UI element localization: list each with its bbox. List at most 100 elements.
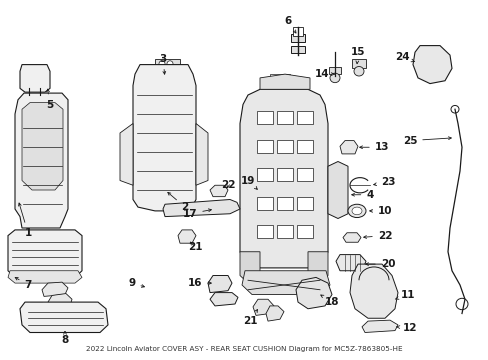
Polygon shape — [20, 302, 108, 333]
Text: 14: 14 — [314, 69, 334, 79]
Polygon shape — [209, 185, 227, 197]
Bar — [276, 140, 292, 153]
Polygon shape — [295, 278, 331, 309]
Bar — [290, 34, 305, 42]
Bar — [257, 225, 272, 238]
Polygon shape — [240, 252, 260, 285]
Polygon shape — [209, 293, 238, 306]
Text: 18: 18 — [320, 295, 339, 307]
Ellipse shape — [347, 204, 365, 217]
Circle shape — [329, 73, 339, 83]
Circle shape — [216, 188, 222, 194]
Bar — [60, 302, 72, 310]
Bar — [269, 74, 289, 84]
Polygon shape — [20, 64, 50, 92]
Text: 4: 4 — [351, 190, 373, 200]
Bar — [292, 27, 303, 36]
Polygon shape — [178, 230, 196, 243]
Polygon shape — [260, 74, 309, 89]
Text: 11: 11 — [394, 289, 414, 300]
Bar — [276, 197, 292, 210]
Text: 12: 12 — [396, 323, 416, 333]
Text: 19: 19 — [240, 175, 257, 189]
Bar — [296, 197, 312, 210]
Polygon shape — [252, 299, 273, 315]
Circle shape — [371, 324, 377, 330]
Bar — [257, 140, 272, 153]
Bar — [276, 111, 292, 125]
Polygon shape — [48, 293, 72, 308]
Circle shape — [309, 291, 317, 298]
Text: 21: 21 — [187, 242, 202, 252]
Polygon shape — [335, 255, 365, 271]
Ellipse shape — [351, 207, 361, 215]
Polygon shape — [163, 199, 240, 217]
Bar — [290, 46, 305, 53]
Text: 8: 8 — [61, 332, 68, 345]
Text: 7: 7 — [15, 278, 32, 290]
Text: 3: 3 — [159, 54, 166, 74]
Polygon shape — [8, 271, 82, 283]
Polygon shape — [327, 162, 347, 219]
Text: 21: 21 — [242, 310, 257, 326]
Circle shape — [49, 99, 53, 103]
Text: 10: 10 — [369, 206, 391, 216]
Text: 16: 16 — [187, 278, 211, 288]
Polygon shape — [307, 252, 327, 285]
Polygon shape — [412, 46, 451, 84]
Bar — [276, 225, 292, 238]
Circle shape — [429, 63, 433, 67]
Text: 6: 6 — [284, 16, 295, 33]
Polygon shape — [265, 306, 284, 321]
Circle shape — [450, 105, 458, 113]
Text: 2022 Lincoln Aviator COVER ASY - REAR SEAT CUSHION Diagram for MC5Z-7863805-HE: 2022 Lincoln Aviator COVER ASY - REAR SE… — [86, 346, 402, 352]
Circle shape — [44, 98, 50, 104]
Bar — [276, 168, 292, 181]
Circle shape — [367, 289, 379, 300]
Text: 22: 22 — [220, 180, 235, 190]
Circle shape — [435, 49, 443, 56]
Text: 22: 22 — [363, 231, 391, 240]
Bar — [351, 59, 365, 68]
Text: 25: 25 — [402, 136, 450, 145]
Text: 2: 2 — [167, 192, 188, 212]
Text: 20: 20 — [365, 259, 394, 269]
Bar — [155, 59, 180, 68]
Text: 5: 5 — [46, 89, 54, 109]
Circle shape — [455, 298, 467, 310]
Text: 23: 23 — [373, 177, 394, 188]
Bar — [257, 197, 272, 210]
Bar — [35, 98, 43, 104]
Circle shape — [353, 67, 363, 76]
Circle shape — [167, 61, 173, 67]
Bar — [296, 111, 312, 125]
Polygon shape — [133, 64, 196, 211]
Polygon shape — [196, 123, 207, 185]
Bar — [296, 168, 312, 181]
Bar — [257, 168, 272, 181]
Polygon shape — [207, 275, 231, 293]
Circle shape — [332, 185, 342, 195]
Text: 24: 24 — [394, 52, 414, 62]
Polygon shape — [349, 264, 397, 318]
Polygon shape — [339, 141, 357, 154]
Bar — [257, 111, 272, 125]
Text: 15: 15 — [350, 47, 365, 64]
Text: 9: 9 — [128, 278, 144, 288]
Text: 1: 1 — [19, 203, 32, 238]
Polygon shape — [342, 233, 360, 242]
Bar — [419, 49, 429, 55]
Circle shape — [425, 59, 437, 70]
Bar — [328, 67, 340, 74]
Polygon shape — [242, 271, 329, 294]
Polygon shape — [240, 89, 327, 268]
Polygon shape — [120, 123, 133, 185]
Polygon shape — [361, 320, 397, 333]
Bar — [296, 140, 312, 153]
Text: 17: 17 — [183, 209, 211, 219]
Text: 13: 13 — [359, 142, 388, 152]
Polygon shape — [22, 103, 63, 190]
Circle shape — [159, 61, 164, 67]
Bar — [296, 225, 312, 238]
Circle shape — [183, 234, 189, 239]
